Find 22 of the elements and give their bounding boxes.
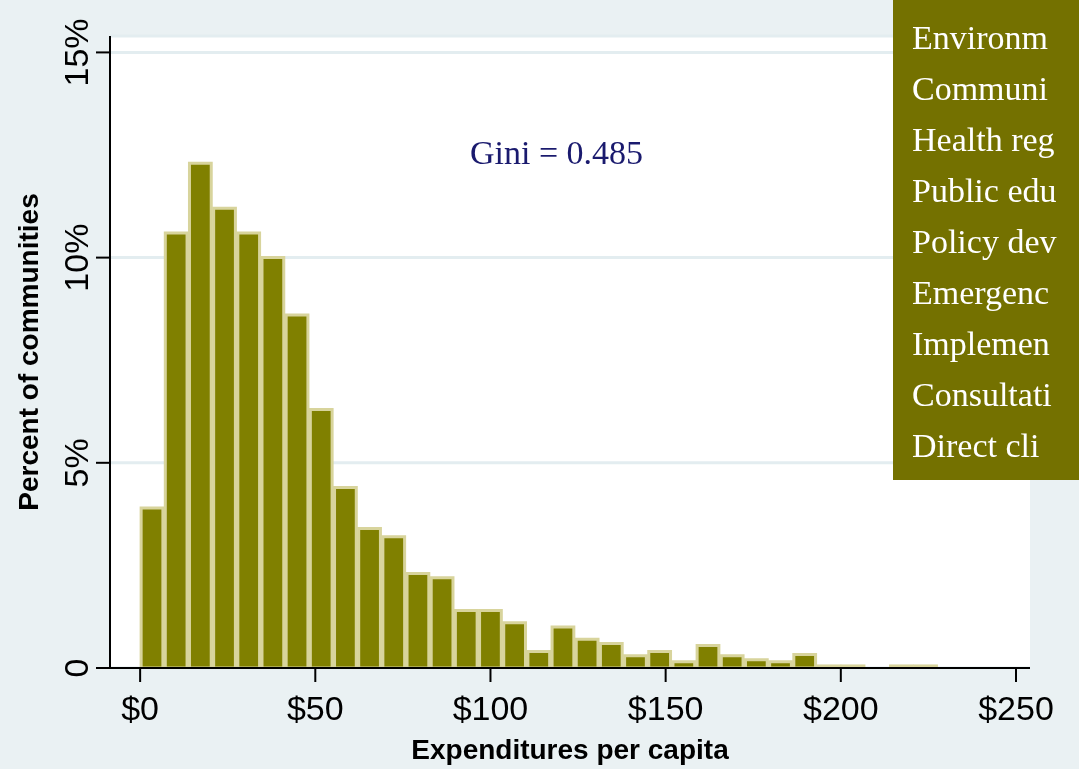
annotation: Implemen [912,324,1051,364]
y-tick-label: 5% [57,438,95,488]
y-tick-label: 10% [57,223,95,292]
annotation: Consultati [912,375,1053,415]
annotation: Health reg [912,120,1056,160]
annotation: Emergenc [912,273,1051,313]
x-tick-label: $50 [286,689,344,727]
x-axis-title: Expenditures per capita [411,734,730,765]
y-tick-label: 15% [57,18,95,87]
x-tick-label: $200 [802,689,879,727]
x-tick-label: $250 [978,689,1054,727]
annotation: Public edu [912,171,1058,211]
annotation: Policy dev [912,222,1058,262]
y-tick-label: 0 [57,658,95,678]
x-tick-label: $150 [627,689,704,727]
annotation: Direct cli [912,426,1041,466]
x-tick-label: $100 [452,689,529,727]
x-tick-label: $0 [121,689,160,727]
annotation: Environm [912,18,1049,58]
annotation: Gini = 0.485 [470,134,644,172]
y-axis-title: Percent of communities [12,193,44,511]
annotation: Communi [912,69,1050,109]
